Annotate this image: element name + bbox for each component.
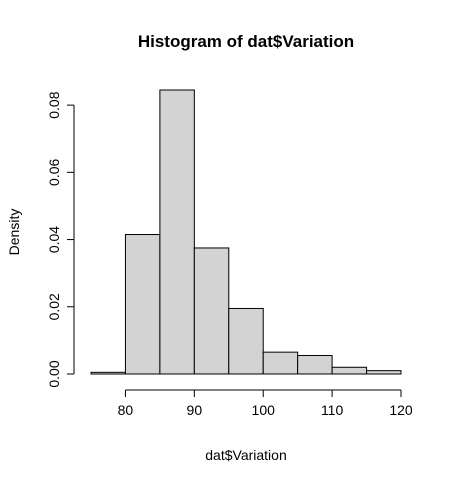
x-tick-label-3: 110 [321,402,344,418]
histogram-bar-8 [366,370,402,375]
histogram-bar-1 [124,234,161,375]
y-tick-label-3: 0.06 [46,159,62,186]
histogram-bar-2 [159,89,195,375]
y-axis-label: Density [6,209,22,256]
y-tick-label-0: 0.00 [46,360,62,387]
bars-group [90,89,402,375]
y-axis: 0.00 0.02 0.04 0.06 0.08 [46,91,75,388]
x-tick-label-1: 90 [187,402,203,418]
x-tick-label-0: 80 [118,402,134,418]
y-tick-label-4: 0.08 [46,91,62,118]
y-tick-label-1: 0.02 [46,293,62,320]
x-axis: 80 90 100 110 120 [118,389,413,418]
histogram-bar-4 [228,307,264,375]
histogram-bar-3 [193,247,230,375]
histogram-bar-6 [297,355,333,375]
x-tick-label-4: 120 [389,402,413,418]
chart-title: Histogram of dat$Variation [138,32,354,51]
x-axis-label: dat$Variation [205,447,286,463]
x-tick-label-2: 100 [252,402,276,418]
histogram-bar-7 [331,366,368,375]
y-tick-label-2: 0.04 [46,226,62,253]
histogram-bar-5 [262,351,299,375]
histogram-bar-0 [90,371,126,375]
